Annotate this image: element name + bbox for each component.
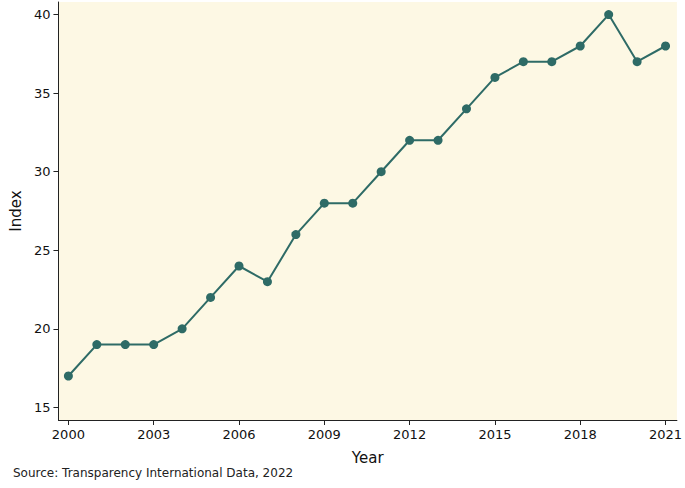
svg-text:30: 30 [34, 164, 51, 179]
svg-text:2012: 2012 [393, 427, 426, 442]
svg-text:15: 15 [34, 400, 51, 415]
svg-text:Source: Transparency Internati: Source: Transparency International Data,… [13, 466, 293, 480]
svg-text:Index: Index [7, 190, 25, 231]
svg-text:2009: 2009 [308, 427, 341, 442]
svg-text:2015: 2015 [478, 427, 511, 442]
svg-text:20: 20 [34, 321, 51, 336]
svg-text:2006: 2006 [222, 427, 255, 442]
svg-text:2003: 2003 [137, 427, 170, 442]
svg-text:2021: 2021 [649, 427, 682, 442]
svg-text:40: 40 [34, 7, 51, 22]
svg-text:25: 25 [34, 243, 51, 258]
svg-text:2000: 2000 [52, 427, 85, 442]
svg-text:35: 35 [34, 86, 51, 101]
svg-text:Year: Year [351, 449, 385, 467]
svg-text:2018: 2018 [564, 427, 597, 442]
